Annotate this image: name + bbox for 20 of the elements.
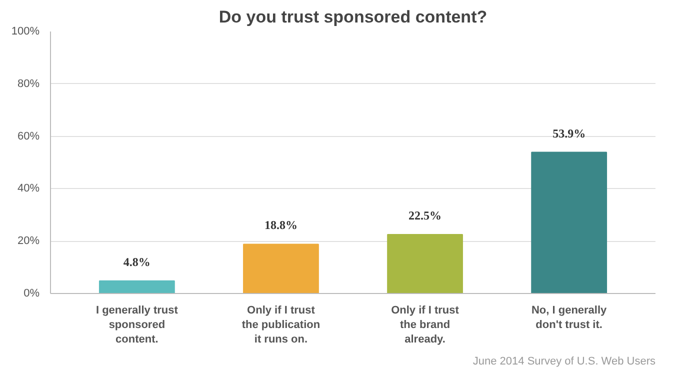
bar — [243, 244, 319, 294]
y-tick-label: 100% — [11, 26, 40, 38]
x-tick-label: No, I generally don't trust it. — [531, 304, 608, 331]
bar — [531, 152, 608, 294]
x-tick-label: Only if I trust the brand already. — [391, 304, 460, 346]
data-label: 22.5% — [408, 208, 442, 223]
x-tick-label: I generally trust sponsored content. — [96, 304, 178, 346]
y-tick-label: 20% — [17, 235, 40, 248]
text: June 2014 Survey of U.S. Web Users — [472, 356, 656, 368]
y-tick-label: 60% — [17, 130, 40, 142]
data-label: 53.9% — [552, 126, 586, 140]
y-tick-label: 40% — [17, 182, 40, 195]
y-tick-label: 80% — [17, 78, 40, 90]
y-tick-label: 0% — [24, 288, 40, 300]
chart-title: Do you trust sponsored content? — [218, 8, 488, 26]
data-label: 18.8% — [264, 218, 298, 232]
bar — [387, 234, 463, 294]
x-tick-label: Only if I trust the publication it runs on. — [242, 304, 320, 346]
data-label: 4.8% — [123, 254, 150, 269]
bar — [98, 280, 175, 294]
